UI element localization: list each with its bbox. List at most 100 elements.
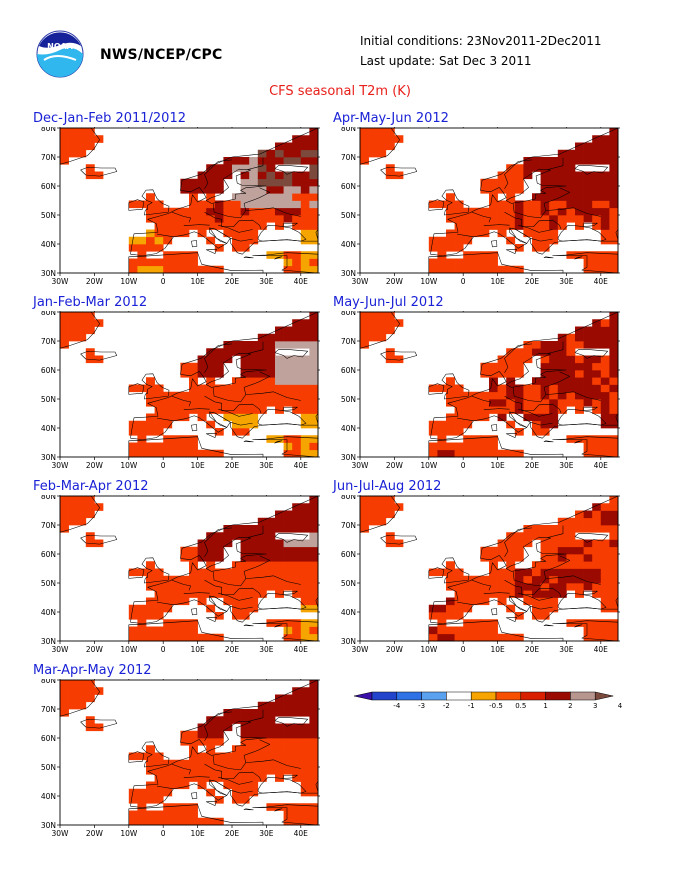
axis-ticks bbox=[357, 495, 620, 644]
anomaly-cells bbox=[360, 312, 619, 458]
colorbar-label: 3 bbox=[593, 702, 597, 710]
panel-amj: Apr-May-Jun 2012 30W 20W 10W 0 10E 20E 30E 40E 3… bbox=[330, 111, 630, 292]
lat-tick-label: 50N bbox=[341, 579, 356, 588]
panel-jja: Jun-Jul-Aug 2012 30W 20W 10W 0 10E 20E 30E 40E 3… bbox=[330, 479, 630, 660]
lon-tick-label: 30W bbox=[352, 277, 370, 286]
map-frame bbox=[59, 311, 319, 458]
axis-ticks bbox=[57, 495, 320, 644]
lon-tick-label: 30W bbox=[52, 461, 70, 470]
panel-title: Apr-May-Jun 2012 bbox=[333, 111, 449, 126]
lat-tick-label: 80N bbox=[341, 495, 356, 501]
lon-tick-label: 20W bbox=[86, 277, 104, 286]
panel-title: Jan-Feb-Mar 2012 bbox=[33, 295, 148, 310]
anomaly-cells bbox=[360, 128, 619, 274]
lat-tick-label: 80N bbox=[341, 311, 356, 317]
lon-tick-label: 0 bbox=[461, 461, 466, 470]
axis-ticks bbox=[357, 311, 620, 460]
figure-title: CFS seasonal T2m (K) bbox=[269, 84, 411, 99]
lat-tick-label: 80N bbox=[41, 679, 56, 685]
colorbar-high-arrow bbox=[594, 691, 614, 701]
lat-tick-label: 70N bbox=[341, 153, 356, 162]
colorbar-label: -3 bbox=[418, 702, 425, 710]
colorbar-label: -2 bbox=[443, 702, 450, 710]
lat-tick-label: 60N bbox=[41, 366, 56, 375]
lon-tick-label: 30W bbox=[352, 645, 370, 654]
lon-tick-label: 20W bbox=[386, 461, 404, 470]
lat-tick-label: 70N bbox=[41, 337, 56, 346]
colorbar-low-arrow bbox=[353, 691, 373, 701]
lon-tick-label: 30W bbox=[352, 461, 370, 470]
lat-tick-label: 40N bbox=[41, 424, 56, 433]
lon-tick-label: 10E bbox=[190, 277, 205, 286]
axis-ticks bbox=[57, 311, 320, 460]
map-amj: 30W 20W 10W 0 10E 20E 30E 40E 30N 40N 50N 60N 70N 80N bbox=[341, 127, 620, 286]
lon-tick-label: 10W bbox=[120, 645, 138, 654]
map-fma: 30W 20W 10W 0 10E 20E 30E 40E 30N 40N 50N 60N 70N 80N bbox=[41, 495, 320, 654]
noaa-logo: NOAA bbox=[36, 30, 84, 78]
lon-tick-label: 20E bbox=[225, 645, 240, 654]
lon-tick-label: 30W bbox=[52, 645, 70, 654]
lon-tick-label: 30W bbox=[52, 829, 70, 838]
axis-ticks bbox=[57, 127, 320, 276]
lat-tick-label: 50N bbox=[41, 395, 56, 404]
map-mam: 30W 20W 10W 0 10E 20E 30E 40E 30N 40N 50N 60N 70N 80N bbox=[41, 679, 320, 838]
colorbar-swatch bbox=[470, 691, 497, 701]
lon-tick-label: 10W bbox=[120, 277, 138, 286]
lon-tick-label: 20E bbox=[525, 461, 540, 470]
lon-tick-label: 10W bbox=[420, 645, 438, 654]
lat-tick-label: 70N bbox=[341, 521, 356, 530]
colorbar-swatch bbox=[520, 691, 546, 701]
anomaly-cells bbox=[60, 496, 319, 642]
colorbar-swatch bbox=[446, 691, 472, 701]
colorbar-swatch bbox=[570, 691, 596, 701]
lat-tick-label: 50N bbox=[41, 211, 56, 220]
axis-ticks bbox=[57, 679, 320, 828]
lon-tick-label: 20E bbox=[225, 277, 240, 286]
lon-tick-label: 40E bbox=[594, 645, 609, 654]
lat-tick-label: 70N bbox=[41, 521, 56, 530]
logo-text: NOAA bbox=[47, 42, 73, 51]
lat-tick-label: 50N bbox=[341, 211, 356, 220]
lat-tick-label: 70N bbox=[41, 705, 56, 714]
lon-tick-label: 30E bbox=[559, 277, 574, 286]
map-mjj: 30W 20W 10W 0 10E 20E 30E 40E 30N 40N 50N 60N 70N 80N bbox=[341, 311, 620, 470]
coastlines bbox=[59, 679, 319, 826]
lon-tick-label: 40E bbox=[294, 461, 309, 470]
lon-tick-label: 20W bbox=[386, 277, 404, 286]
panel-mam: Mar-Apr-May 2012 30W 20W 10W 0 10E 20E 30E 40E 3… bbox=[30, 663, 330, 844]
lon-tick-label: 10W bbox=[420, 461, 438, 470]
coastlines bbox=[359, 127, 619, 274]
lat-tick-label: 30N bbox=[41, 821, 56, 830]
lon-tick-label: 20W bbox=[386, 645, 404, 654]
lat-tick-label: 30N bbox=[341, 637, 356, 646]
lat-tick-label: 60N bbox=[41, 182, 56, 191]
lat-tick-label: 30N bbox=[341, 269, 356, 278]
organization-label: NWS/NCEP/CPC bbox=[100, 47, 223, 63]
colorbar-label: 4 bbox=[618, 702, 623, 710]
lat-tick-label: 50N bbox=[341, 395, 356, 404]
map-frame bbox=[359, 495, 619, 642]
colorbar-label: 2 bbox=[568, 702, 572, 710]
lat-tick-label: 60N bbox=[41, 734, 56, 743]
panel-fma: Feb-Mar-Apr 2012 30W 20W 10W 0 10E 20E 30E 40E 3… bbox=[30, 479, 330, 660]
map-frame bbox=[359, 127, 619, 274]
lon-tick-label: 0 bbox=[461, 645, 466, 654]
lon-tick-label: 10E bbox=[190, 645, 205, 654]
lat-tick-label: 30N bbox=[41, 269, 56, 278]
lon-tick-label: 20E bbox=[225, 461, 240, 470]
colorbar-swatch bbox=[396, 691, 422, 701]
map-jfm: 30W 20W 10W 0 10E 20E 30E 40E 30N 40N 50N 60N 70N 80N bbox=[41, 311, 320, 470]
lat-tick-label: 30N bbox=[341, 453, 356, 462]
lat-tick-label: 40N bbox=[341, 424, 356, 433]
lon-tick-label: 30E bbox=[259, 461, 274, 470]
colorbar-label: 1 bbox=[543, 702, 547, 710]
lat-tick-label: 40N bbox=[41, 240, 56, 249]
lon-tick-label: 20W bbox=[86, 829, 104, 838]
lat-tick-label: 70N bbox=[41, 153, 56, 162]
lon-tick-label: 20E bbox=[225, 829, 240, 838]
panel-title: Dec-Jan-Feb 2011/2012 bbox=[33, 111, 186, 126]
colorbar-swatch bbox=[545, 691, 571, 701]
lon-tick-label: 0 bbox=[161, 645, 166, 654]
map-frame bbox=[59, 495, 319, 642]
colorbar-label: 0.5 bbox=[515, 702, 526, 710]
